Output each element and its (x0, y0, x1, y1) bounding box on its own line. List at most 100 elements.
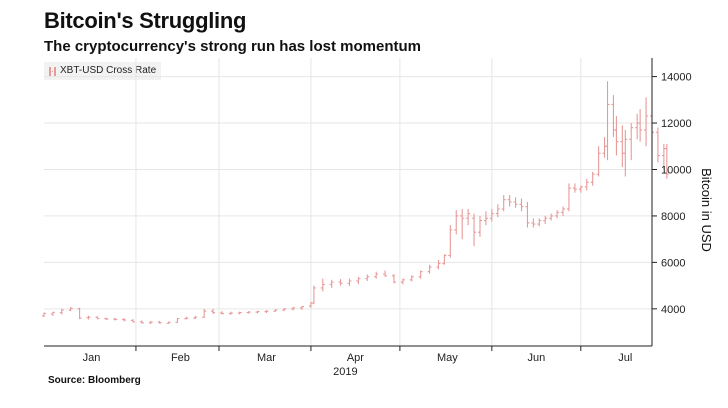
ohlc-bar (130, 319, 135, 323)
ohlc-bar (466, 208, 471, 226)
ohlc-bar (50, 311, 55, 316)
ohlc-bar (418, 270, 423, 279)
ohlc-bar (566, 183, 571, 212)
ohlc-bar (614, 116, 619, 156)
y-tick-label: 8000 (661, 211, 685, 223)
ohlc-bar (507, 195, 512, 207)
grid-lines (44, 58, 652, 346)
ohlc-bar (629, 123, 634, 161)
x-tick-label: Feb (171, 352, 190, 364)
chart-axes: 4000 6000 8000 10000 12000 14000 Jan Feb Mar Apr M… (44, 58, 714, 378)
ohlc-bar (264, 310, 269, 314)
ohlc-bar (602, 136, 607, 158)
ohlc-bar (329, 279, 334, 288)
ohlc-bar (148, 320, 153, 324)
ohlc-bar (442, 254, 447, 265)
ohlc-bar (543, 215, 548, 225)
ohlc-bar (122, 318, 127, 322)
y-tick-label: 12000 (661, 118, 692, 130)
x-tick-label: Jan (83, 352, 101, 364)
ohlc-bar (374, 271, 379, 279)
y-tick-label: 4000 (661, 304, 685, 316)
ohlc-bar (531, 218, 536, 228)
ohlc-bar (338, 279, 343, 286)
ohlc-bar (211, 308, 216, 314)
ohlc-bar (59, 308, 64, 315)
ohlc-bar (549, 213, 554, 221)
ohlc-bar (501, 195, 506, 212)
ohlc-bar (104, 317, 109, 320)
ohlc-bar (555, 210, 560, 219)
ohlc-bar (139, 320, 144, 324)
ohlc-bar (561, 206, 566, 216)
ohlc-bar (320, 278, 325, 292)
x-tick-label: Jul (618, 352, 632, 364)
ohlc-bar (273, 309, 278, 313)
ohlc-bar (620, 125, 625, 168)
ohlc-bar (638, 109, 643, 142)
ohlc-bar (495, 204, 500, 218)
ohlc-bar (175, 318, 180, 323)
ohlc-bar (184, 316, 189, 320)
chart-legend: XBT-USD Cross Rate (44, 62, 162, 80)
ohlc-bar (578, 185, 583, 193)
y-tick-label: 10000 (661, 164, 692, 176)
y-axis-title: Bitcoin in USD (699, 168, 714, 252)
chart-title: Bitcoin's Struggling (44, 8, 247, 33)
ohlc-bar (427, 264, 432, 274)
ohlc-bar (409, 275, 414, 282)
ohlc-bar (400, 278, 405, 285)
ohlc-bar (246, 311, 251, 314)
ohlc-bar (513, 197, 518, 208)
source-note: Source: Bloomberg (48, 375, 141, 386)
ohlc-bar (311, 285, 316, 305)
ohlc-bar (77, 307, 82, 320)
ohlc-bar (537, 218, 542, 227)
ohlc-bar (436, 260, 441, 270)
ohlc-bar (255, 310, 260, 314)
ohlc-bar (448, 225, 453, 258)
ohlc-bar (483, 211, 488, 226)
y-tick-label: 6000 (661, 257, 685, 269)
ohlc-bar (655, 127, 660, 163)
ohlc-bar (291, 306, 296, 311)
ohlc-bar (460, 208, 465, 240)
ohlc-bar (193, 315, 198, 320)
x-tick-label: Jun (527, 352, 545, 364)
ohlc-bar (383, 270, 388, 277)
ohlc-bar (202, 308, 207, 319)
x-tick-label: Mar (257, 352, 276, 364)
ohlc-bar (525, 202, 530, 228)
x-year-label: 2019 (333, 366, 357, 378)
ohlc-bar (219, 311, 224, 315)
ohlc-bar (472, 213, 477, 247)
ohlc-bar (572, 183, 577, 193)
ohlc-bar (596, 146, 601, 177)
ohlc-bar (664, 143, 669, 179)
ohlc-bar (113, 317, 118, 321)
ohlc-bar (356, 276, 361, 285)
ohlc-series (42, 81, 669, 324)
ohlc-bar (454, 210, 459, 235)
ohlc-bar (237, 311, 242, 315)
y-tick-label: 14000 (661, 72, 692, 84)
x-tick-label: May (437, 352, 458, 364)
ohlc-bar (391, 274, 396, 284)
ohlc-bar (644, 97, 649, 147)
chart-subtitle: The cryptocurrency's strong run has lost… (44, 38, 421, 55)
legend-label: XBT-USD Cross Rate (60, 65, 157, 76)
ohlc-bar (300, 305, 305, 310)
ohlc-bar (166, 321, 171, 324)
ohlc-bar (605, 81, 610, 161)
ohlc-bar (477, 215, 482, 237)
ohlc-bar (635, 113, 640, 140)
ohlc-bar (623, 130, 628, 177)
ohlc-bar (95, 316, 100, 320)
ohlc-bar (86, 315, 91, 320)
ohlc-bar (519, 198, 524, 212)
ohlc-bar (489, 208, 494, 222)
x-tick-label: Apr (347, 352, 364, 364)
ohlc-bar (590, 171, 595, 186)
ohlc-bar (282, 308, 287, 312)
